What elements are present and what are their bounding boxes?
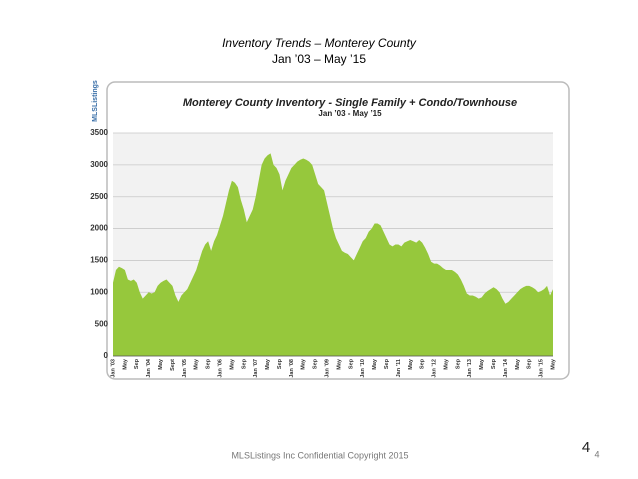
x-tick-label: Jan ’10 xyxy=(360,359,366,378)
x-tick-label: Jan ’06 xyxy=(217,359,223,378)
x-tick-label: May xyxy=(336,358,342,370)
chart-title: Monterey County Inventory - Single Famil… xyxy=(183,97,517,109)
x-tick-label: Jan ’04 xyxy=(146,358,152,378)
x-tick-label: May xyxy=(229,358,235,370)
footer: MLSListings Inc Confidential Copyright 2… xyxy=(231,450,408,460)
x-tick-label: May xyxy=(408,358,414,370)
x-tick-label: May xyxy=(265,358,271,370)
slide-number: 4 xyxy=(582,439,590,456)
x-tick-label: Jan ’03 xyxy=(110,359,116,378)
y-tick-label: 0 xyxy=(104,351,109,360)
page-number: 4 xyxy=(594,449,599,459)
x-tick-label: Jan ’08 xyxy=(289,359,295,378)
slide-title: Inventory Trends – Monterey County xyxy=(222,36,417,50)
x-tick-label: May xyxy=(515,358,521,370)
x-tick-label: Sep xyxy=(384,358,390,369)
x-tick-label: Sep xyxy=(527,358,533,369)
area xyxy=(113,153,553,356)
x-tick-label: Jan ’11 xyxy=(396,359,402,377)
y-tick-label: 1500 xyxy=(90,256,108,265)
x-tick-label: Sep xyxy=(455,358,461,369)
x-tick-label: Jan ’14 xyxy=(503,358,509,378)
x-tick-label: Jan ’13 xyxy=(467,359,473,378)
x-tick-label: May xyxy=(194,358,200,370)
x-tick-label: Sep xyxy=(206,358,212,369)
x-tick-label: Sep xyxy=(277,358,283,369)
x-tick-label: Jan ’15 xyxy=(539,359,545,378)
y-tick-label: 1000 xyxy=(90,287,108,296)
x-tick-label: Sep xyxy=(241,358,247,369)
logo: MLSListings xyxy=(92,80,99,122)
x-tick-label: Sep xyxy=(313,358,319,369)
x-tick-label: May xyxy=(550,358,556,370)
chart-subtitle: Jan ’03 - May ’15 xyxy=(318,109,382,118)
x-tick-label: Sep xyxy=(420,358,426,369)
x-tick-label: May xyxy=(301,358,307,370)
x-tick-label: Sept xyxy=(170,359,176,371)
x-tick-label: Jan ’12 xyxy=(432,359,438,378)
x-tick-label: May xyxy=(122,358,128,370)
y-tick-label: 2000 xyxy=(90,224,108,233)
x-tick-label: May xyxy=(479,358,485,370)
x-tick-label: May xyxy=(372,358,378,370)
x-tick-label: Jan ’07 xyxy=(253,359,259,378)
y-tick-label: 3000 xyxy=(90,160,108,169)
x-tick-label: Jan ’09 xyxy=(325,359,331,378)
y-tick-label: 3500 xyxy=(90,128,108,137)
x-tick-label: Sep xyxy=(134,358,140,369)
x-tick-label: May xyxy=(443,358,449,370)
x-tick-label: Sep xyxy=(348,358,354,369)
slide-subtitle: Jan ’03 – May ’15 xyxy=(272,52,366,66)
x-tick-label: May xyxy=(158,358,164,370)
x-tick-label: Sep xyxy=(491,358,497,369)
x-tick-label: Jan ’05 xyxy=(182,359,188,378)
y-tick-label: 500 xyxy=(95,319,109,328)
y-tick-label: 2500 xyxy=(90,192,108,201)
